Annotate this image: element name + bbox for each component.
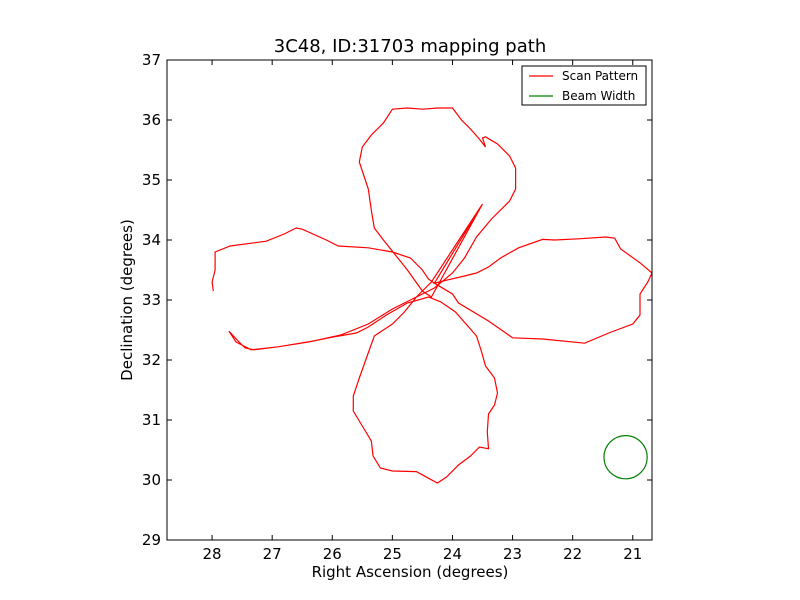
y-tick-label: 32 [142,351,161,369]
legend-label-scan-pattern: Scan Pattern [562,69,638,83]
chart-title: 3C48, ID:31703 mapping path [274,36,546,57]
y-tick-label: 29 [142,531,161,549]
x-tick-label: 22 [563,545,582,563]
legend-label-beam-width: Beam Width [562,89,635,103]
x-tick-label: 21 [623,545,642,563]
x-tick-label: 28 [203,545,222,563]
plot-frame [166,59,653,541]
legend: Scan Pattern Beam Width [521,65,647,106]
y-tick-label: 33 [142,291,161,309]
y-tick-label: 31 [142,411,161,429]
y-tick-label: 30 [142,471,161,489]
y-tick-label: 35 [142,171,161,189]
y-tick-label: 37 [142,51,161,69]
x-tick-label: 26 [323,545,342,563]
y-tick-label: 34 [142,231,161,249]
x-tick-label: 25 [383,545,402,563]
scan-pattern-line [211,107,652,484]
x-tick-label: 27 [263,545,282,563]
y-axis-label: Declination (degrees) [118,219,136,381]
series-layer [211,107,652,484]
beam-width-circle [603,435,648,480]
x-tick-label: 23 [503,545,522,563]
x-axis-label: Right Ascension (degrees) [312,563,509,581]
legend-box [521,65,647,106]
x-tick-label: 24 [443,545,462,563]
tick-layer: 28 27 26 25 24 23 22 21 29 30 31 32 33 34 35 36 37 [142,51,652,563]
y-tick-label: 36 [142,111,161,129]
